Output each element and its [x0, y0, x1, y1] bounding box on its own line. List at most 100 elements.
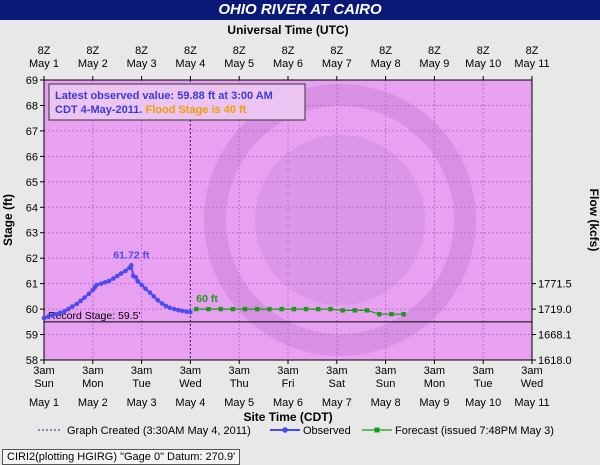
observed-point [57, 310, 63, 316]
top-tick-hour: 8Z [526, 45, 539, 57]
top-tick-hour: 8Z [282, 45, 295, 57]
bottom-tick-date: May 10 [465, 397, 501, 409]
observed-point [171, 306, 177, 312]
y-tick-label: 62 [26, 253, 38, 265]
bottom-tick-hour: 3am [228, 365, 249, 377]
observed-point [184, 309, 189, 314]
top-tick-hour: 8Z [135, 45, 148, 57]
top-tick-hour: 8Z [428, 45, 441, 57]
y-tick-label: 58 [26, 355, 38, 367]
bottom-tick-day: Sun [34, 378, 54, 390]
bottom-tick-date: May 2 [78, 397, 108, 409]
observed-point [70, 304, 75, 309]
forecast-point [364, 308, 370, 313]
annotation-line1: Latest observed value: 59.88 ft at 3:00 … [55, 90, 273, 102]
y2-tick-label: 1618.0 [538, 355, 572, 367]
top-tick-hour: 8Z [38, 45, 51, 57]
top-tick-hour: 8Z [86, 45, 99, 57]
annotation-line2: CDT 4-May-2011. Flood Stage is 40 ft [55, 104, 247, 116]
observed-point [147, 290, 153, 295]
bottom-tick-hour: 3am [33, 365, 54, 377]
bottom-tick-hour: 3am [131, 365, 152, 377]
y-tick-label: 64 [26, 202, 38, 214]
bottom-tick-hour: 3am [82, 365, 103, 377]
legend-forecast-label: Forecast (issued 7:48PM May 3) [395, 425, 554, 437]
y-axis-label: Stage (ft) [1, 194, 15, 246]
y-tick-label: 60 [26, 304, 38, 316]
forecast-point [303, 306, 309, 312]
top-tick-hour: 8Z [330, 45, 343, 57]
legend-observed-label: Observed [303, 425, 351, 437]
bottom-tick-date: May 8 [371, 397, 401, 409]
forecast-point [316, 306, 321, 312]
forecast-point [279, 306, 284, 312]
observed-point [49, 313, 55, 318]
peak-label: 61.72 ft [113, 249, 150, 261]
y-tick-label: 63 [26, 228, 38, 240]
bottom-tick-date: May 1 [29, 397, 59, 409]
observed-point [129, 263, 134, 268]
top-tick-date: May 10 [465, 58, 501, 70]
observed-point [78, 298, 83, 304]
bottom-tick-day: Mon [424, 378, 445, 390]
bottom-tick-day: Wed [521, 378, 543, 390]
observed-point [102, 280, 108, 285]
forecast-point [291, 306, 297, 312]
observed-point [86, 291, 92, 297]
x-axis-label: Site Time (CDT) [243, 410, 332, 424]
y-tick-label: 65 [26, 177, 38, 189]
forecast-point [218, 306, 223, 312]
annotation-box [48, 83, 306, 121]
bottom-tick-day: Wed [179, 378, 201, 390]
y-tick-label: 66 [26, 151, 38, 163]
top-tick-hour: 8Z [233, 45, 246, 57]
footer-datum: CIRI2(plotting HGIRG) "Gage 0" Datum: 27… [2, 449, 241, 465]
record-stage-label: Record Stage: 59.5' [48, 310, 140, 322]
y2-tick-label: 1719.0 [538, 304, 572, 316]
bottom-tick-date: May 4 [175, 397, 205, 409]
observed-point [62, 308, 67, 314]
observed-point [155, 297, 161, 303]
top-tick-hour: 8Z [184, 45, 197, 57]
observed-point [135, 278, 140, 284]
annotation-flood-stage-text: Flood Stage is 40 ft [145, 104, 246, 116]
y-tick-label: 61 [26, 279, 38, 291]
bottom-tick-date: May 11 [514, 397, 549, 409]
stage-chart: Record Stage: 59.5' 58 59 60 61 62 63 64 65 66 67 6… [1, 23, 600, 437]
bottom-tick-hour: 3am [277, 365, 298, 377]
y2-tick-label: 1668.1 [538, 330, 572, 342]
bottom-tick-day: Sun [376, 378, 396, 390]
bottom-tick-day: Sat [329, 378, 346, 390]
bottom-tick-date: May 7 [322, 397, 352, 409]
observed-point [98, 281, 104, 286]
top-axis-label: Universal Time (UTC) [227, 23, 348, 37]
legend-forecast-marker [374, 427, 380, 433]
observed-point [110, 276, 116, 281]
bottom-tick-date: May 9 [419, 397, 449, 409]
bottom-tick-day: Fri [282, 378, 295, 390]
top-tick-date: May 4 [175, 58, 205, 70]
bottom-tick-day: Tue [132, 378, 151, 390]
top-tick-date: May 6 [273, 58, 303, 70]
top-tick-date: May 2 [78, 58, 108, 70]
observed-line [43, 262, 191, 319]
observed-point [45, 314, 51, 320]
forecast-point [194, 306, 199, 312]
top-tick-date: May 5 [224, 58, 254, 70]
bottom-tick-hour: 3am [326, 365, 347, 377]
legend-graph-created-label: Graph Created (3:30AM May 4, 2011) [67, 425, 251, 437]
annotation-date-text: CDT 4-May-2011. [55, 104, 145, 116]
observed-point [123, 268, 128, 274]
top-tick-date: May 11 [514, 58, 549, 70]
forecast-point [242, 306, 248, 312]
y2-tick-label: 1771.5 [538, 279, 572, 291]
observed-point [188, 309, 193, 315]
top-tick-hour: 8Z [477, 45, 490, 57]
forecast-point [401, 311, 406, 317]
bottom-tick-hour: 3am [424, 365, 445, 377]
chart-title: OHIO RIVER AT CAIRO [0, 0, 600, 20]
bottom-tick-day: Thu [230, 378, 249, 390]
forecast-point [352, 308, 358, 313]
y-tick-label: 68 [26, 100, 38, 112]
top-tick-date: May 8 [371, 58, 401, 70]
